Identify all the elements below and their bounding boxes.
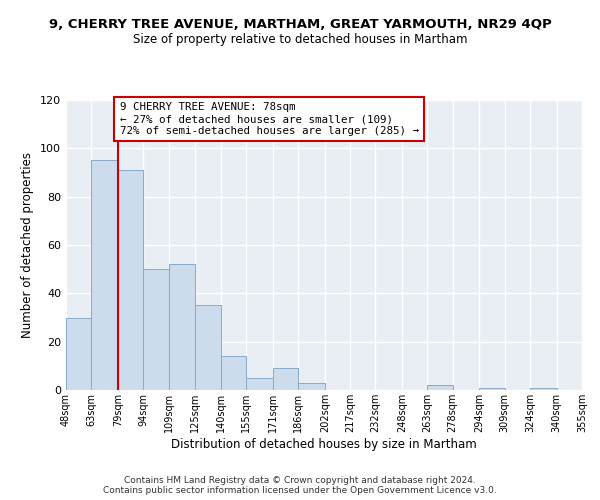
Y-axis label: Number of detached properties: Number of detached properties: [22, 152, 34, 338]
X-axis label: Distribution of detached houses by size in Martham: Distribution of detached houses by size …: [171, 438, 477, 450]
Text: Contains public sector information licensed under the Open Government Licence v3: Contains public sector information licen…: [103, 486, 497, 495]
Bar: [298, 383, 325, 390]
Bar: [427, 385, 452, 390]
Bar: [169, 264, 196, 390]
Bar: [246, 378, 273, 390]
Bar: [91, 160, 118, 390]
Bar: [196, 306, 221, 390]
Text: Size of property relative to detached houses in Martham: Size of property relative to detached ho…: [133, 32, 467, 46]
Bar: [273, 368, 298, 390]
Bar: [66, 318, 91, 390]
Text: Contains HM Land Registry data © Crown copyright and database right 2024.: Contains HM Land Registry data © Crown c…: [124, 476, 476, 485]
Bar: [143, 269, 169, 390]
Bar: [118, 170, 143, 390]
Bar: [479, 388, 505, 390]
Bar: [221, 356, 246, 390]
Text: 9, CHERRY TREE AVENUE, MARTHAM, GREAT YARMOUTH, NR29 4QP: 9, CHERRY TREE AVENUE, MARTHAM, GREAT YA…: [49, 18, 551, 30]
Bar: [530, 388, 557, 390]
Text: 9 CHERRY TREE AVENUE: 78sqm
← 27% of detached houses are smaller (109)
72% of se: 9 CHERRY TREE AVENUE: 78sqm ← 27% of det…: [120, 102, 419, 136]
